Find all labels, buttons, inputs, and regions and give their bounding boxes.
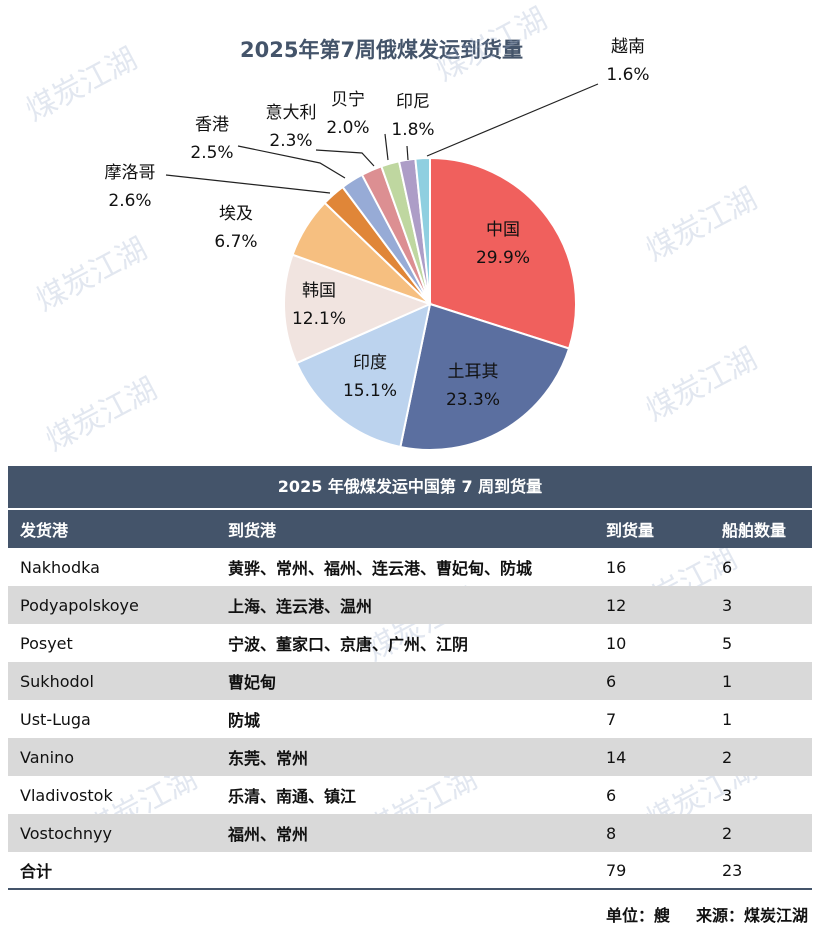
slice-label-10: 越南: [611, 37, 645, 57]
table-header: 发货港 到货港 到货量 船舶数量: [8, 508, 812, 548]
leader-line-7: [315, 149, 375, 167]
cell-destination-port: 宁波、董家口、京唐、广州、江阴: [228, 635, 469, 654]
slice-pct-4: 6.7%: [214, 232, 257, 252]
cell-destination-port: 东莞、常州: [228, 749, 309, 768]
slice-label-5: 摩洛哥: [105, 163, 156, 183]
slice-label-3: 韩国: [302, 281, 336, 301]
cell-origin-port: Posyet: [20, 633, 73, 653]
slice-pct-5: 2.6%: [108, 191, 151, 211]
slice-pct-7: 2.3%: [269, 131, 312, 151]
slice-pct-1: 23.3%: [446, 390, 500, 410]
table-row: Sukhodol 曹妃甸 6 1: [8, 662, 812, 700]
pie-slice-0: [429, 156, 577, 350]
slice-pct-9: 1.8%: [391, 120, 434, 140]
table-total-row: 合计 79 23: [8, 852, 812, 890]
slice-label-6: 香港: [195, 115, 229, 135]
footer: 单位：艘 来源：煤炭江湖: [606, 902, 808, 926]
total-arrivals: 79: [606, 860, 627, 880]
arrival-table: 2025 年俄煤发运中国第 7 周到货量 发货港 到货港 到货量 船舶数量 Na…: [8, 466, 812, 890]
slice-pct-6: 2.5%: [190, 143, 233, 163]
cell-arrivals: 8: [606, 823, 617, 843]
header-ship-count: 船舶数量: [722, 521, 787, 540]
leader-line-10: [426, 83, 599, 157]
table-row: Vladivostok 乐清、南通、镇江 6 3: [8, 776, 812, 814]
table-row: Vanino 东莞、常州 14 2: [8, 738, 812, 776]
slice-label-9: 印尼: [396, 92, 430, 112]
cell-arrivals: 7: [606, 709, 617, 729]
pie-slice-10: [414, 156, 431, 305]
cell-arrivals: 6: [606, 785, 617, 805]
slice-label-1: 土耳其: [448, 362, 499, 382]
cell-origin-port: Vostochnyy: [20, 823, 112, 843]
leader-line-5: [165, 174, 331, 194]
cell-arrivals: 16: [606, 557, 627, 577]
slice-pct-0: 29.9%: [476, 248, 530, 268]
leader-line-8: [384, 133, 389, 161]
table-row: Nakhodka 黄骅、常州、福州、连云港、曹妃甸、防城 16 6: [8, 548, 812, 586]
cell-ship-count: 2: [722, 747, 733, 767]
pie-slice-2: [295, 302, 432, 449]
cell-arrivals: 6: [606, 671, 617, 691]
slice-label-2: 印度: [353, 353, 387, 373]
header-destination-port: 到货港: [228, 521, 277, 540]
cell-destination-port: 防城: [228, 711, 261, 730]
cell-ship-count: 6: [722, 557, 733, 577]
cell-origin-port: Sukhodol: [20, 671, 94, 691]
pie-chart: 中国 29.9% 土耳其 23.3% 印度 15.1% 韩国 12.1% 埃及 6.7% 摩洛哥 2.…: [105, 37, 650, 451]
slice-label-8: 贝宁: [331, 90, 365, 110]
cell-arrivals: 14: [606, 747, 627, 767]
cell-destination-port: 福州、常州: [228, 825, 309, 844]
cell-ship-count: 3: [722, 595, 733, 615]
slice-label-4: 埃及: [219, 204, 253, 224]
cell-origin-port: Nakhodka: [20, 557, 100, 577]
slice-pct-8: 2.0%: [326, 118, 369, 138]
cell-ship-count: 1: [722, 671, 733, 691]
pie-slice-1: [399, 302, 571, 451]
cell-ship-count: 5: [722, 633, 733, 653]
cell-ship-count: 2: [722, 823, 733, 843]
cell-destination-port: 乐清、南通、镇江: [228, 787, 357, 806]
cell-destination-port: 曹妃甸: [228, 673, 277, 692]
chart-title: 2025年第7周俄煤发运到货量: [240, 38, 524, 62]
cell-arrivals: 12: [606, 595, 627, 615]
cell-origin-port: Vanino: [20, 747, 75, 767]
pie-slice-3: [283, 253, 433, 365]
header-arrivals: 到货量: [606, 521, 655, 540]
table-row: Ust-Luga 防城 7 1: [8, 700, 812, 738]
table-title: 2025 年俄煤发运中国第 7 周到货量: [8, 466, 812, 508]
cell-origin-port: Podyapolskoye: [20, 595, 139, 615]
total-ships: 23: [722, 860, 743, 880]
pie-chart-area: 中国 29.9% 土耳其 23.3% 印度 15.1% 韩国 12.1% 埃及 6.7% 摩洛哥 2.…: [0, 0, 822, 462]
source-note: 来源：煤炭江湖: [695, 906, 808, 925]
cell-destination-port: 上海、连云港、温州: [228, 597, 373, 616]
cell-origin-port: Ust-Luga: [20, 709, 91, 729]
slice-pct-10: 1.6%: [606, 65, 649, 85]
cell-ship-count: 1: [722, 709, 733, 729]
table-row: Vostochnyy 福州、常州 8 2: [8, 814, 812, 852]
cell-origin-port: Vladivostok: [20, 785, 113, 805]
cell-destination-port: 黄骅、常州、福州、连云港、曹妃甸、防城: [228, 559, 533, 578]
slice-pct-3: 12.1%: [292, 309, 346, 329]
table-body: Nakhodka 黄骅、常州、福州、连云港、曹妃甸、防城 16 6 Podyapolsk…: [8, 548, 812, 852]
unit-note: 单位：艘: [605, 906, 670, 925]
header-origin-port: 发货港: [20, 521, 69, 540]
total-label: 合计: [20, 862, 53, 881]
leader-line-9: [406, 145, 409, 161]
table-row: Podyapolskoye 上海、连云港、温州 12 3: [8, 586, 812, 624]
cell-arrivals: 10: [606, 633, 627, 653]
slice-pct-2: 15.1%: [343, 381, 397, 401]
slice-label-7: 意大利: [266, 103, 317, 123]
table-row: Posyet 宁波、董家口、京唐、广州、江阴 10 5: [8, 624, 812, 662]
leader-line-6: [237, 145, 346, 179]
cell-ship-count: 3: [722, 785, 733, 805]
slice-label-0: 中国: [486, 220, 520, 240]
